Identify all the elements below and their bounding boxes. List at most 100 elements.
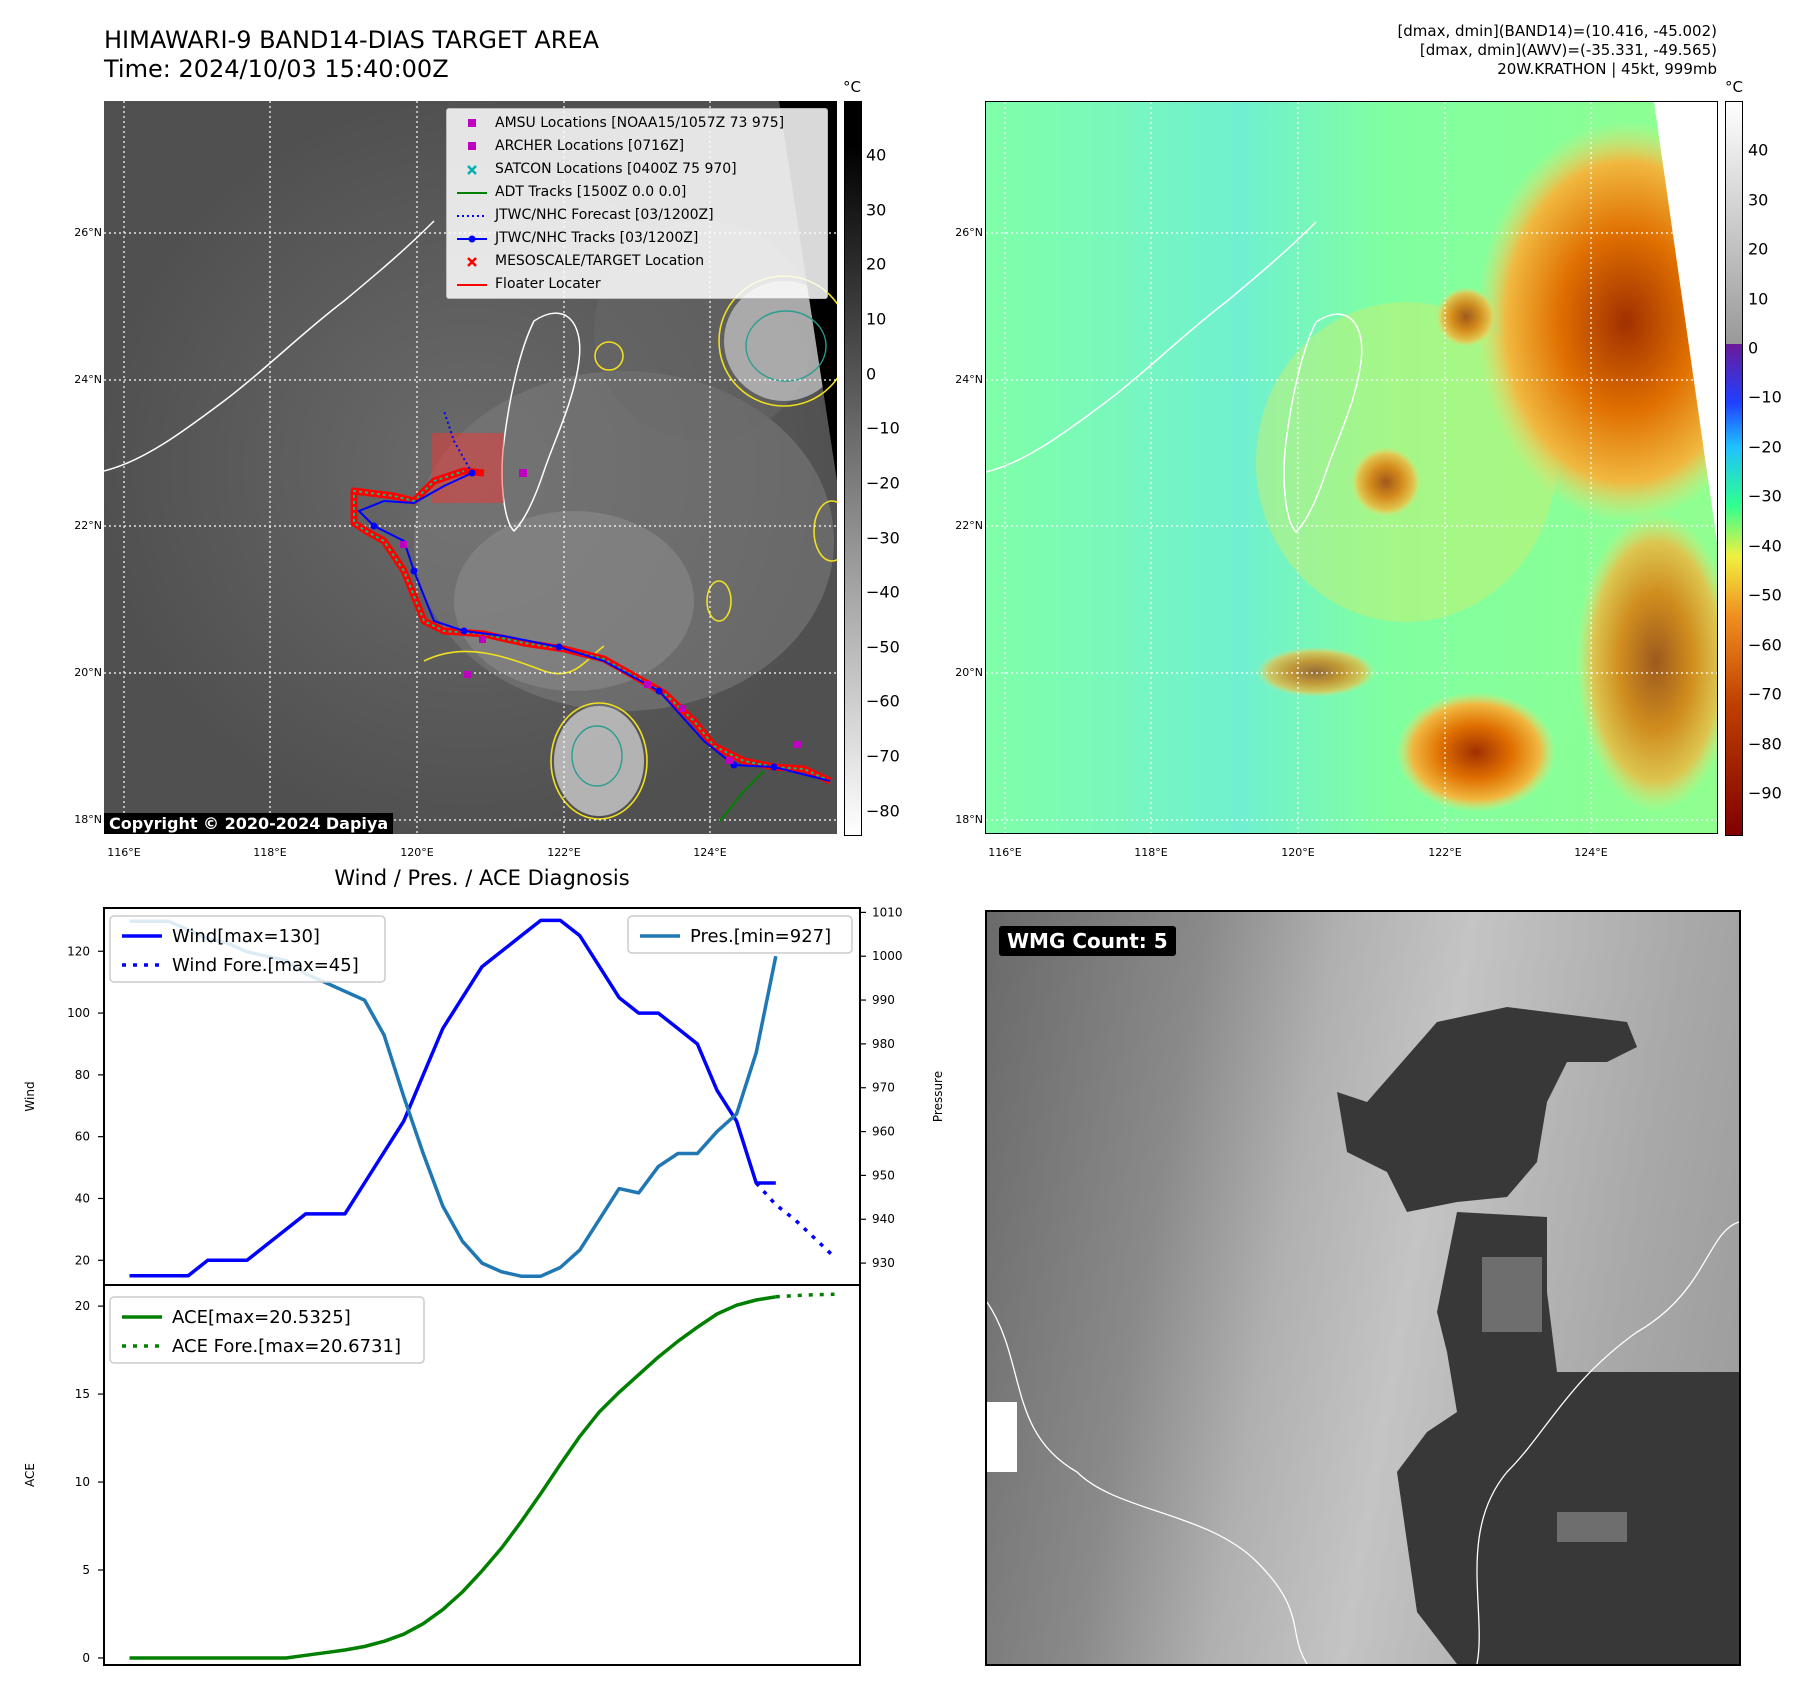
left-map-lat-labels: 26°N 24°N 22°N 20°N 18°N bbox=[56, 101, 102, 834]
colorbar-tick-label: −30 bbox=[866, 528, 900, 547]
color-colorbar-ticks: 40 30 20 10 0 −10 −20 −30 −40 −50 −60 −70 −80 −90 bbox=[1748, 101, 1794, 834]
y-right-tick-label: 930 bbox=[872, 1256, 895, 1270]
colorbar-tick-label: −70 bbox=[866, 746, 900, 766]
y-axis-label: Wind bbox=[23, 1081, 37, 1111]
lat-label: 22°N bbox=[74, 519, 102, 532]
y-right-tick-label: 960 bbox=[872, 1125, 895, 1139]
ir-grayscale-map: AMSU Locations [NOAA15/1057Z 73 975] ARCH… bbox=[104, 101, 837, 834]
colorbar-tick-label: 0 bbox=[1748, 338, 1759, 358]
storm-summary: 20W.KRATHON | 45kt, 999mb bbox=[1497, 60, 1717, 78]
colorbar-tick-label: −60 bbox=[1748, 635, 1782, 655]
colorbar-tick-label: −40 bbox=[866, 582, 900, 602]
y-tick-label: 0 bbox=[82, 1651, 90, 1665]
ir-color-map bbox=[985, 101, 1718, 834]
y-right-tick-label: 1000 bbox=[872, 949, 903, 963]
y-tick-label: 80 bbox=[75, 1068, 90, 1082]
legend-label: ACE Fore.[max=20.6731] bbox=[172, 1336, 401, 1357]
legend-item: JTWC/NHC Forecast [03/1200Z] bbox=[447, 204, 827, 227]
legend-label: ADT Tracks [1500Z 0.0 0.0] bbox=[495, 184, 687, 200]
lat-label: 20°N bbox=[74, 666, 102, 679]
colorbar-tick-label: −80 bbox=[1748, 734, 1782, 754]
lon-label: 118°E bbox=[1134, 846, 1168, 859]
lat-label: 24°N bbox=[955, 373, 983, 386]
colorbar-tick-label: −80 bbox=[866, 801, 900, 821]
lon-label: 124°E bbox=[693, 846, 727, 859]
storm-info: [dmax, dmin](BAND14)=(10.416, -45.002) [… bbox=[1397, 22, 1717, 79]
diagnosis-title: Wind / Pres. / ACE Diagnosis bbox=[334, 866, 630, 890]
legend-label: JTWC/NHC Tracks [03/1200Z] bbox=[495, 230, 699, 246]
y-tick-label: 100 bbox=[67, 1006, 90, 1020]
y-right-tick-label: 980 bbox=[872, 1037, 895, 1051]
legend-item: AMSU Locations [NOAA15/1057Z 73 975] bbox=[447, 112, 827, 135]
figure-title: HIMAWARI-9 BAND14-DIAS TARGET AREA Time:… bbox=[104, 26, 599, 84]
legend-label: Wind Fore.[max=45] bbox=[172, 955, 359, 976]
series-line bbox=[129, 918, 776, 1278]
y-right-tick-label: 940 bbox=[872, 1212, 895, 1226]
lon-label: 122°E bbox=[1428, 846, 1462, 859]
colorbar-tick-label: −10 bbox=[1748, 387, 1782, 407]
left-map-lon-labels: 116°E 118°E 120°E 122°E 124°E bbox=[104, 846, 837, 862]
legend-marker bbox=[455, 250, 489, 273]
y-tick-label: 15 bbox=[75, 1387, 90, 1401]
lon-label: 124°E bbox=[1574, 846, 1608, 859]
colorbar-tick-label: −10 bbox=[866, 418, 900, 438]
right-map-lon-labels: 116°E 118°E 120°E 122°E 124°E bbox=[985, 846, 1718, 862]
colorbar-tick-label: −60 bbox=[866, 691, 900, 711]
legend-label: Pres.[min=927] bbox=[690, 926, 831, 947]
colorbar-tick-label: 40 bbox=[866, 145, 887, 165]
color-colorbar-unit: °C bbox=[1725, 78, 1743, 96]
legend-label: SATCON Locations [0400Z 75 970] bbox=[495, 161, 737, 177]
colorbar-tick-label: 10 bbox=[1748, 289, 1769, 309]
legend-label: Floater Locater bbox=[495, 276, 601, 292]
lat-label: 24°N bbox=[74, 373, 102, 386]
lon-label: 120°E bbox=[1281, 846, 1315, 859]
map-legend: AMSU Locations [NOAA15/1057Z 73 975] ARCH… bbox=[446, 108, 828, 299]
lon-label: 116°E bbox=[107, 846, 141, 859]
y-tick-label: 20 bbox=[75, 1299, 90, 1313]
copyright-label: Copyright © 2020-2024 Dapiya bbox=[104, 813, 394, 834]
y-tick-label: 40 bbox=[75, 1191, 90, 1205]
colorbar-tick-label: −50 bbox=[866, 637, 900, 657]
legend-marker bbox=[455, 158, 489, 181]
colorbar-tick-label: −40 bbox=[1748, 536, 1782, 556]
legend-label: ACE[max=20.5325] bbox=[172, 1307, 351, 1328]
lat-label: 26°N bbox=[74, 226, 102, 239]
y-right-tick-label: 1010 bbox=[872, 905, 903, 919]
title-line-2: Time: 2024/10/03 15:40:00Z bbox=[104, 55, 449, 83]
legend-label: ARCHER Locations [0716Z] bbox=[495, 138, 685, 154]
right-map-lat-labels: 26°N 24°N 22°N 20°N 18°N bbox=[937, 101, 983, 834]
colorbar-tick-label: 10 bbox=[866, 309, 887, 329]
colorbar-tick-label: 20 bbox=[866, 254, 887, 274]
colorbar-tick-label: −30 bbox=[1748, 486, 1782, 506]
legend-item: SATCON Locations [0400Z 75 970] bbox=[447, 158, 827, 181]
legend-marker bbox=[455, 135, 489, 158]
wmg-count-badge: WMG Count: 5 bbox=[999, 926, 1176, 956]
y-right-tick-label: 970 bbox=[872, 1081, 895, 1095]
colorbar-tick-label: 30 bbox=[1748, 190, 1769, 210]
grayscale-colorbar-unit: °C bbox=[843, 78, 861, 96]
series-line bbox=[754, 1181, 836, 1259]
colorbar-tick-label: 40 bbox=[1748, 140, 1769, 160]
title-line-1: HIMAWARI-9 BAND14-DIAS TARGET AREA bbox=[104, 26, 600, 54]
legend-marker bbox=[455, 181, 489, 204]
y-right-axis-label: Pressure bbox=[931, 1071, 945, 1122]
legend-label: MESOSCALE/TARGET Location bbox=[495, 253, 705, 269]
y-right-tick-label: 990 bbox=[872, 993, 895, 1007]
legend-item: ARCHER Locations [0716Z] bbox=[447, 135, 827, 158]
lon-label: 120°E bbox=[400, 846, 434, 859]
y-right-tick-label: 950 bbox=[872, 1168, 895, 1182]
series-line bbox=[129, 1295, 777, 1660]
lat-label: 18°N bbox=[74, 813, 102, 826]
legend-marker bbox=[455, 227, 489, 250]
legend-label: Wind[max=130] bbox=[172, 926, 320, 947]
legend-marker bbox=[455, 204, 489, 227]
legend-marker bbox=[455, 273, 489, 296]
y-tick-label: 60 bbox=[75, 1130, 90, 1144]
colorbar-tick-label: 20 bbox=[1748, 239, 1769, 259]
wind-pressure-chart: 20 40 60 80 100 120 930 940 950 960 970 980 990 1000 1… bbox=[23, 905, 945, 1286]
colorbar-tick-label: 30 bbox=[866, 200, 887, 220]
legend-label: AMSU Locations [NOAA15/1057Z 73 975] bbox=[495, 115, 785, 131]
lon-label: 116°E bbox=[988, 846, 1022, 859]
lon-label: 118°E bbox=[253, 846, 287, 859]
colorbar-tick-label: −70 bbox=[1748, 684, 1782, 704]
